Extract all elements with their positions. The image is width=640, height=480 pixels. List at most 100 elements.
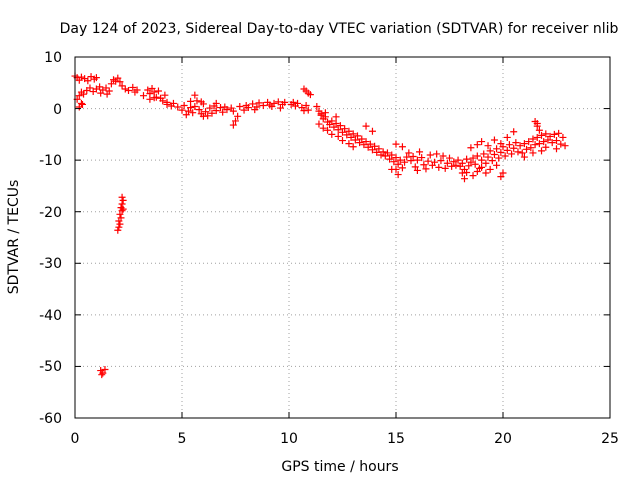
data-point — [302, 101, 310, 109]
data-point — [119, 205, 127, 213]
data-point — [259, 101, 267, 109]
data-point — [416, 148, 424, 156]
data-point — [538, 131, 546, 139]
data-point — [223, 106, 231, 114]
data-point — [467, 158, 475, 166]
data-point — [493, 161, 501, 169]
data-point — [469, 172, 477, 180]
data-point — [244, 104, 252, 112]
data-point — [398, 164, 406, 172]
data-point — [212, 107, 220, 115]
data-point — [458, 159, 466, 167]
data-point — [343, 131, 351, 139]
data-point — [433, 150, 441, 158]
data-point — [154, 87, 162, 95]
data-point — [208, 109, 216, 117]
x-tick-label: 25 — [601, 431, 619, 447]
data-point — [315, 120, 323, 128]
data-point — [234, 112, 242, 120]
data-point — [349, 143, 357, 151]
data-point — [531, 141, 539, 149]
data-point — [125, 87, 132, 95]
data-point — [448, 162, 456, 170]
data-point — [229, 107, 237, 115]
data-point — [330, 123, 338, 131]
data-point — [276, 104, 284, 112]
data-point — [129, 83, 137, 91]
data-point — [484, 153, 492, 161]
data-point — [289, 98, 297, 106]
x-tick-label: 0 — [71, 431, 80, 447]
data-point — [452, 161, 460, 169]
data-point — [362, 122, 370, 130]
y-tick-label: -40 — [39, 308, 62, 324]
data-point — [96, 83, 104, 91]
data-point — [413, 156, 421, 164]
data-point — [77, 99, 85, 107]
data-point — [77, 73, 85, 81]
data-point — [328, 117, 336, 125]
data-point — [495, 154, 503, 162]
data-point — [368, 146, 376, 154]
data-point — [373, 148, 381, 156]
data-point — [480, 150, 488, 158]
data-point — [169, 99, 177, 107]
data-point — [116, 210, 124, 218]
data-point — [422, 165, 430, 173]
data-point — [97, 89, 105, 97]
data-point — [488, 157, 496, 165]
data-point — [115, 217, 123, 225]
data-point — [92, 74, 100, 82]
data-point — [463, 169, 471, 177]
data-point — [497, 173, 505, 181]
data-point — [197, 98, 205, 106]
y-tick-label: -60 — [39, 411, 62, 427]
data-point — [435, 163, 443, 171]
data-point — [388, 151, 396, 159]
data-point — [516, 142, 524, 150]
data-point — [482, 159, 490, 167]
data-point — [401, 158, 409, 166]
data-point — [443, 159, 451, 167]
data-point — [392, 140, 400, 148]
data-point — [236, 103, 244, 111]
data-point — [542, 130, 550, 138]
data-point — [490, 136, 498, 144]
data-point — [98, 371, 106, 379]
data-point — [529, 135, 537, 143]
data-point — [544, 136, 552, 144]
data-point — [163, 100, 171, 108]
data-point — [334, 126, 342, 134]
data-point — [118, 200, 126, 208]
data-point — [542, 143, 550, 151]
data-point — [409, 153, 417, 161]
data-point — [396, 156, 404, 164]
data-point — [116, 220, 124, 228]
data-point — [332, 120, 340, 128]
data-point — [345, 127, 353, 135]
data-point — [473, 152, 481, 160]
data-point — [324, 126, 332, 134]
data-point — [394, 171, 402, 179]
data-point — [161, 91, 169, 99]
data-point — [199, 112, 207, 120]
data-point — [268, 103, 276, 111]
data-point — [336, 122, 344, 130]
data-point — [418, 154, 426, 162]
data-point — [473, 167, 481, 175]
data-point — [446, 154, 453, 162]
data-point — [514, 148, 522, 156]
y-tick-label: -30 — [39, 256, 62, 272]
data-point — [232, 117, 239, 125]
data-point — [484, 142, 492, 150]
data-point — [319, 124, 327, 132]
data-point — [118, 207, 126, 215]
data-point — [533, 133, 541, 141]
data-point — [159, 97, 167, 105]
data-point — [191, 103, 199, 111]
data-point — [144, 86, 152, 94]
x-tick-label: 20 — [494, 431, 512, 447]
data-point — [189, 109, 197, 117]
data-point — [529, 149, 537, 157]
